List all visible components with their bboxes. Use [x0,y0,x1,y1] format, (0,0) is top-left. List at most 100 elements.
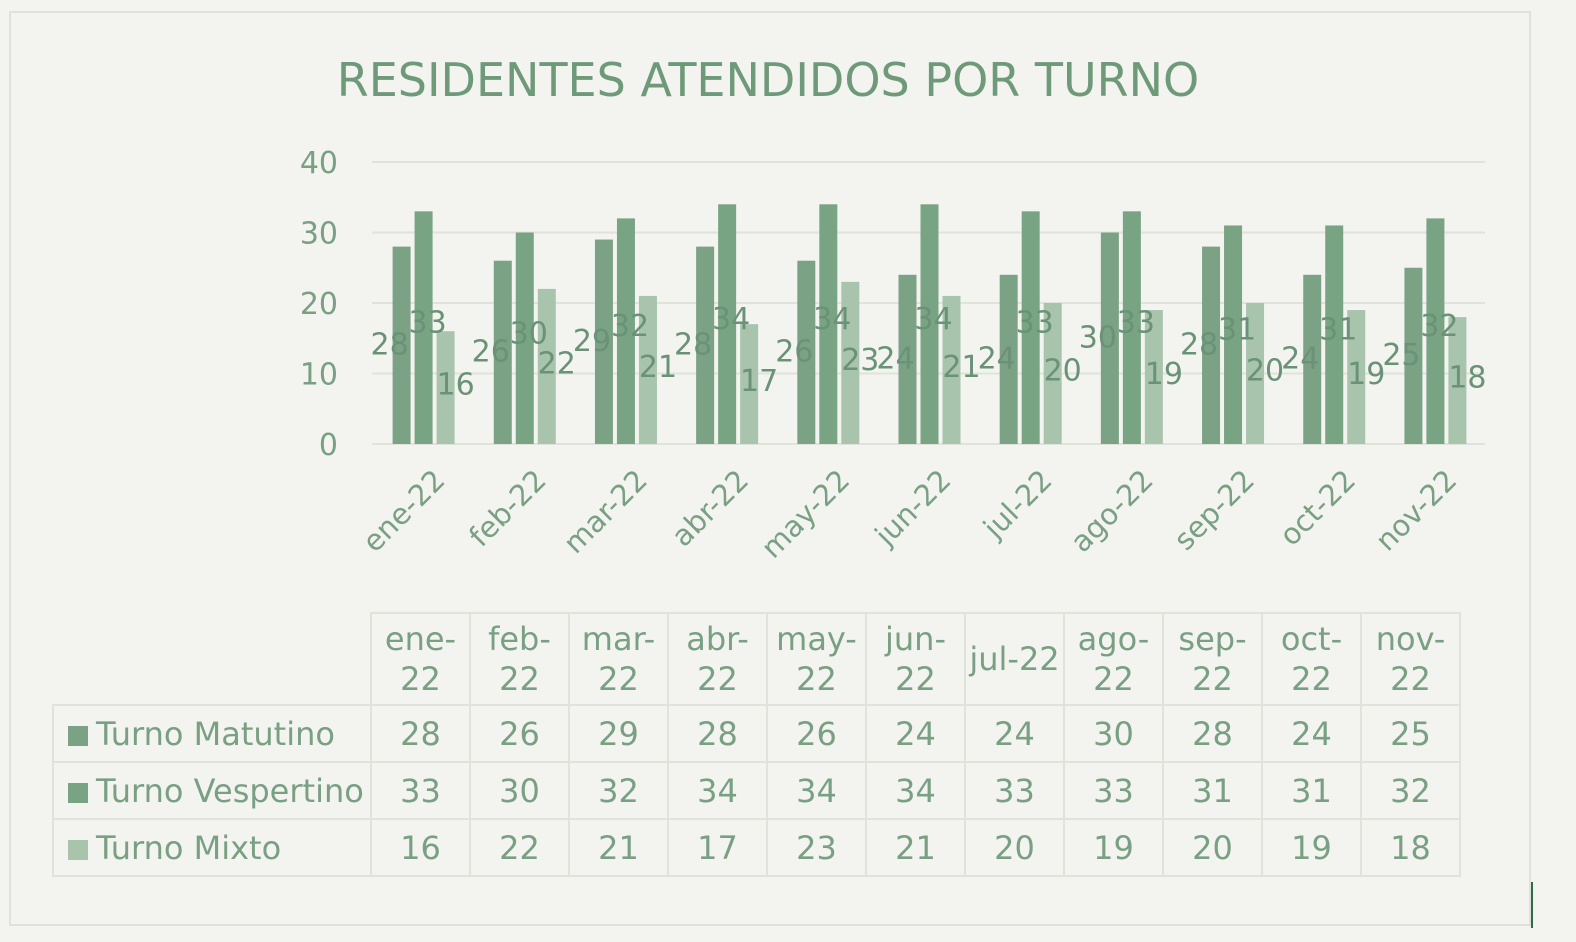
table-column-header: may- 22 [766,612,867,706]
series-name: Turno Mixto [96,828,282,867]
data-label: 31 [1218,313,1256,348]
table-cell: 31 [1162,761,1263,820]
table-cell: 21 [568,818,669,877]
y-tick-label: 20 [300,287,338,322]
data-label: 33 [1016,306,1054,341]
data-label: 17 [740,364,778,399]
data-label: 26 [775,334,813,369]
table-cell: 34 [667,761,768,820]
x-axis-label: ene-22 [356,463,452,559]
bar [392,246,411,444]
data-label: 21 [639,350,677,385]
bar [1426,218,1445,444]
table-column-header: ago- 22 [1063,612,1164,706]
bar [594,239,613,444]
data-label: 34 [813,302,851,337]
table-cell: 16 [370,818,471,877]
y-tick-label: 0 [319,428,338,463]
table-row: Turno Vespertino 33 30 32 34 34 34 33 33 31 31 32 [52,761,1461,820]
table-row: Turno Matutino 28 26 29 28 26 24 24 30 28 24 25 [52,704,1461,763]
table-column-header: nov- 22 [1360,612,1461,706]
bar [1144,310,1163,444]
table-column-header: oct- 22 [1261,612,1362,706]
bar [1303,274,1322,444]
bar [1448,317,1467,444]
data-label: 20 [1044,354,1082,389]
bar [898,274,917,444]
x-axis-label: oct-22 [1273,463,1362,552]
table-cell: 24 [964,704,1065,763]
table-column-header: feb- 22 [469,612,570,706]
table-cell: 22 [469,818,570,877]
table-cell: 26 [766,704,867,763]
data-label: 18 [1448,361,1486,396]
table-cell: 29 [568,704,669,763]
series-name: Turno Matutino [96,714,335,753]
bar [1404,267,1423,444]
bar [942,295,961,444]
data-label: 30 [1079,320,1117,355]
bar [1043,303,1062,444]
data-label: 28 [1180,327,1218,362]
y-tick-label: 30 [300,217,338,252]
series-name: Turno Vespertino [96,771,364,810]
data-label: 28 [674,327,712,362]
bar [537,288,556,444]
table-cell: 28 [370,704,471,763]
x-axis-label: may-22 [754,463,856,565]
data-label: 34 [712,302,750,337]
table-cell: 34 [865,761,966,820]
table-cell: 33 [964,761,1065,820]
table-column-header: jun- 22 [865,612,966,706]
data-label: 32 [611,309,649,344]
table-cell: 23 [766,818,867,877]
data-label: 16 [436,368,474,403]
table-column-header: sep- 22 [1162,612,1263,706]
bar [819,204,838,444]
data-label: 21 [942,350,980,385]
table-cell: 25 [1360,704,1461,763]
bar [616,218,635,444]
table-cell: 32 [1360,761,1461,820]
bar [1021,211,1040,444]
table-cell: 32 [568,761,669,820]
x-axis-label: jul-22 [976,463,1059,546]
table-cell: 30 [469,761,570,820]
bar [1100,232,1119,444]
table-cell: 28 [1162,704,1263,763]
data-label: 28 [370,327,408,362]
table-cell: 20 [1162,818,1263,877]
bar [493,260,512,444]
table-cell: 18 [1360,818,1461,877]
bar [740,324,759,444]
bar [414,211,433,444]
legend-entry: Turno Vespertino [52,761,372,820]
data-label: 34 [914,302,952,337]
bar [999,274,1018,444]
y-axis-ticks: 0 10 20 30 40 [300,146,338,463]
x-axis-label: feb-22 [462,463,552,553]
cursor-mark [1531,882,1533,928]
table-cell: 24 [865,704,966,763]
legend-swatch [68,839,88,860]
bar [718,204,737,444]
table-column-header: jul-22 [964,612,1065,706]
bar [1246,303,1265,444]
bar [638,295,657,444]
data-label: 32 [1420,309,1458,344]
table-row: Turno Mixto 16 22 21 17 23 21 20 19 20 19 18 [52,818,1461,877]
bar [920,204,939,444]
data-label: 23 [841,343,879,378]
data-label: 24 [876,341,914,376]
table-column-header: abr- 22 [667,612,768,706]
table-cell: 34 [766,761,867,820]
x-axis-label: sep-22 [1167,463,1261,557]
table-cell: 21 [865,818,966,877]
data-label: 22 [538,346,576,381]
data-label: 19 [1347,357,1385,392]
data-table: ene- 22 feb- 22 mar- 22 abr- 22 may- 22 jun- 22 jul-… [52,612,1461,877]
data-label: 26 [472,334,510,369]
legend-swatch [68,782,88,803]
